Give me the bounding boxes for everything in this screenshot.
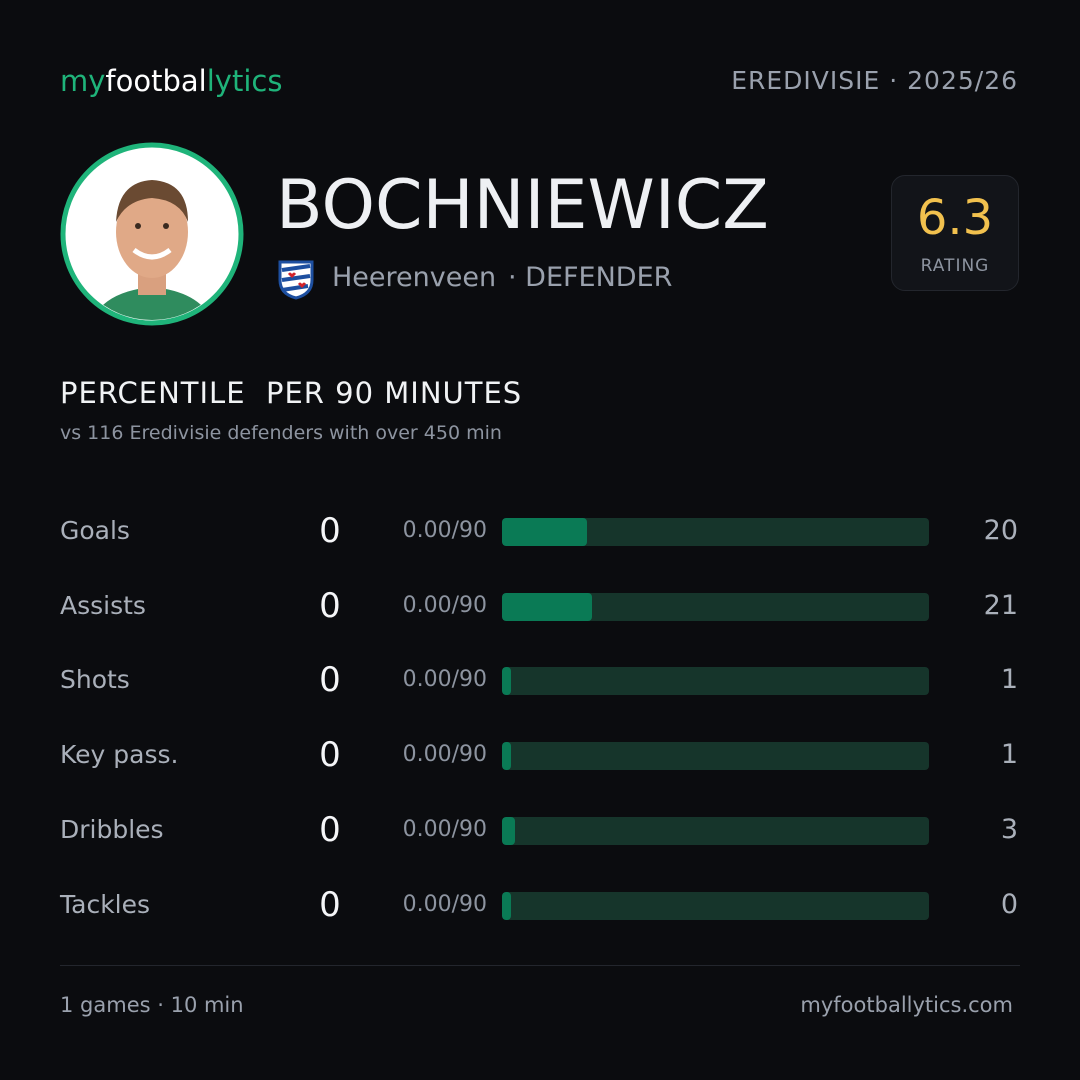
per90: 0.00/90 <box>402 667 487 693</box>
bar-track <box>502 667 929 696</box>
percentile-label: 21 <box>983 589 1018 621</box>
stat-label: Dribbles <box>60 814 164 844</box>
player-name: BOCHNIEWICZ <box>276 166 769 245</box>
stat-label: Assists <box>60 590 146 620</box>
league: EREDIVISIE · 2025/26 <box>731 66 1018 95</box>
stat-label: Shots <box>60 665 130 695</box>
stat-value: 0 <box>319 809 341 850</box>
stat-label: Key pass. <box>60 740 179 770</box>
stat-value: 0 <box>319 735 341 776</box>
section-title: PERCENTILE PER 90 MINUTES <box>60 376 523 410</box>
percentile-bar <box>502 891 511 920</box>
divider <box>60 965 1020 966</box>
percentile-label: 0 <box>1000 888 1018 920</box>
stat-label: Tackles <box>60 889 151 919</box>
percentile-bar <box>502 667 511 696</box>
stat-value: 0 <box>319 660 341 701</box>
club-crest <box>278 260 314 300</box>
percentile-label: 1 <box>1000 739 1018 771</box>
rating-label: RATING <box>920 256 990 276</box>
percentile-label: 3 <box>1000 813 1018 845</box>
stat-value: 0 <box>319 511 341 551</box>
per90: 0.00/90 <box>402 816 487 842</box>
bar-track <box>502 742 929 771</box>
percentile-bar <box>502 518 588 546</box>
logo-part: footbal <box>105 64 207 98</box>
per90: 0.00/90 <box>402 742 487 768</box>
stat-value: 0 <box>319 585 341 626</box>
percentile-bar <box>502 592 592 621</box>
rating: 6.3 <box>916 190 994 246</box>
percentile-label: 20 <box>983 515 1018 546</box>
games: 1 games · 10 min <box>60 993 244 1017</box>
bar-track <box>502 518 929 546</box>
logo: myfootballytics <box>60 64 282 98</box>
club: Heerenveen <box>332 262 497 293</box>
position: · DEFENDER <box>508 262 673 293</box>
percentile-bar <box>502 816 515 845</box>
per90: 0.00/90 <box>402 592 487 618</box>
bar-track <box>502 891 929 920</box>
logo-part: my <box>60 64 106 98</box>
stat-label: Goals <box>60 516 130 545</box>
bar-track <box>502 816 929 845</box>
percentile-label: 1 <box>1000 664 1018 696</box>
logo-part: lytics <box>206 64 283 98</box>
percentile-bar <box>502 742 511 771</box>
bar-track <box>502 592 929 621</box>
per90: 0.00/90 <box>402 518 487 543</box>
per90: 0.00/90 <box>402 891 487 917</box>
section-subtitle: vs 116 Eredivisie defenders with over 45… <box>60 422 502 444</box>
player-photo <box>60 142 244 326</box>
stat-value: 0 <box>319 884 341 925</box>
site: myfootballytics.com <box>800 993 1013 1017</box>
rating-box: 6.3 RATING <box>891 175 1019 291</box>
